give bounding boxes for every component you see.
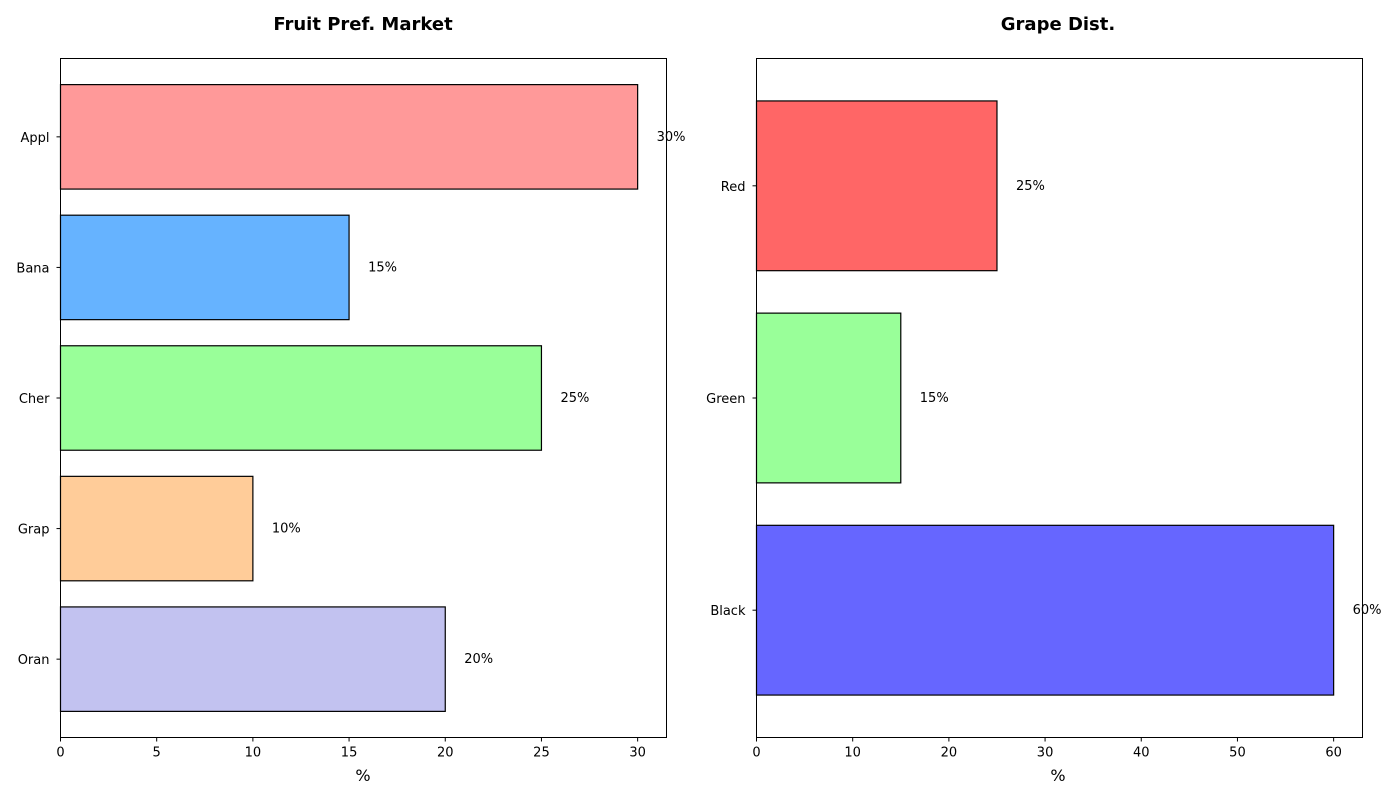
x-tick-label: 20 [941,746,958,761]
data-label: 15% [368,260,397,275]
x-axis-label: % [1050,766,1065,785]
y-tick-label: Appl [20,131,49,146]
chart-title: Fruit Pref. Market [273,14,453,35]
x-tick-label: 25 [533,746,550,761]
y-tick-label: Red [721,180,746,195]
bar [59,214,350,321]
bar [59,606,446,712]
data-label: 60% [1353,603,1382,618]
plot-frame [756,58,1363,738]
x-tick-label: 0 [56,746,64,761]
plot-frame [60,58,667,738]
data-label: 20% [464,652,493,667]
x-tick-label: 10 [245,746,262,761]
y-tick-label: Oran [18,653,50,668]
fruit-preference-chart: Fruit Pref. Market % 30% Appl 15% Bana 25% Ch… [16,14,685,785]
bar [59,84,639,190]
y-tick-label: Black [710,604,746,619]
y-tick-label: Grap [18,523,50,538]
x-tick-label: 15 [341,746,358,761]
x-tick-label: 60 [1325,746,1342,761]
data-label: 25% [1016,179,1045,194]
x-tick-label: 30 [629,746,646,761]
bar [59,475,254,582]
plot-area: 25% Red 15% Green 60% Black 0 10 20 30 40 50 60 [706,100,1382,761]
y-tick-label: Bana [16,261,49,276]
plot-area: 30% Appl 15% Bana 25% Cher 10% Grap 20% Oran 0 5 10 1… [16,84,686,761]
bar [755,312,902,484]
bar [59,345,543,451]
x-tick-label: 20 [437,746,454,761]
bar [755,100,998,272]
chart-title: Grape Dist. [1001,14,1115,35]
y-tick-label: Cher [19,392,50,407]
y-tick-label: Green [706,392,745,407]
x-tick-label: 10 [844,746,861,761]
data-label: 15% [920,391,949,406]
x-axis-label: % [355,766,370,785]
data-label: 25% [560,391,589,406]
x-tick-label: 5 [153,746,161,761]
x-tick-label: 0 [752,746,760,761]
data-label: 10% [272,522,301,537]
bar [755,524,1335,696]
x-tick-label: 30 [1037,746,1054,761]
x-tick-label: 50 [1229,746,1246,761]
x-tick-label: 40 [1133,746,1150,761]
data-label: 30% [657,130,686,145]
